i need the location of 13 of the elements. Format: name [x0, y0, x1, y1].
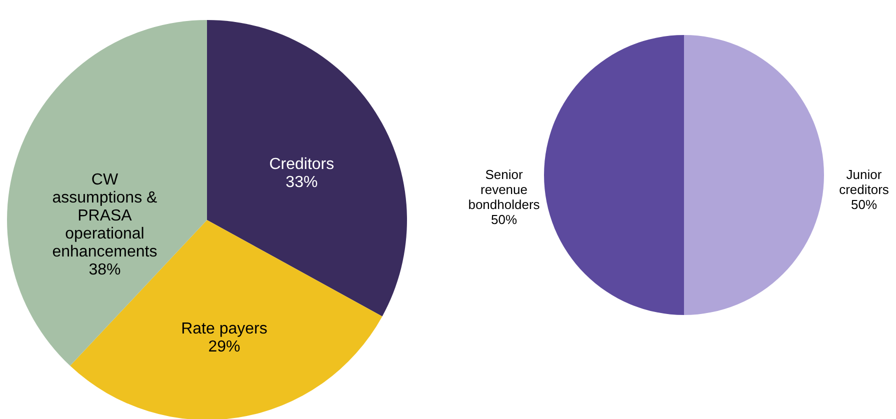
pie-slice [207, 20, 407, 316]
slice-label: Senior revenue bondholders [468, 167, 540, 212]
data-label: 38% [88, 262, 121, 279]
slice-label: Rate payers [181, 320, 268, 338]
slice-label: CW assumptions & PRASA operational enhancements [52, 172, 158, 261]
slice-label: Creditors [269, 156, 334, 174]
pie-slice [544, 35, 684, 315]
data-label: 33% [286, 174, 318, 192]
data-label: 50% [850, 197, 878, 212]
data-label: 29% [208, 338, 240, 356]
data-label: 50% [490, 212, 518, 227]
slice-label: Junior creditors [839, 167, 890, 197]
pie-slice [684, 35, 824, 315]
